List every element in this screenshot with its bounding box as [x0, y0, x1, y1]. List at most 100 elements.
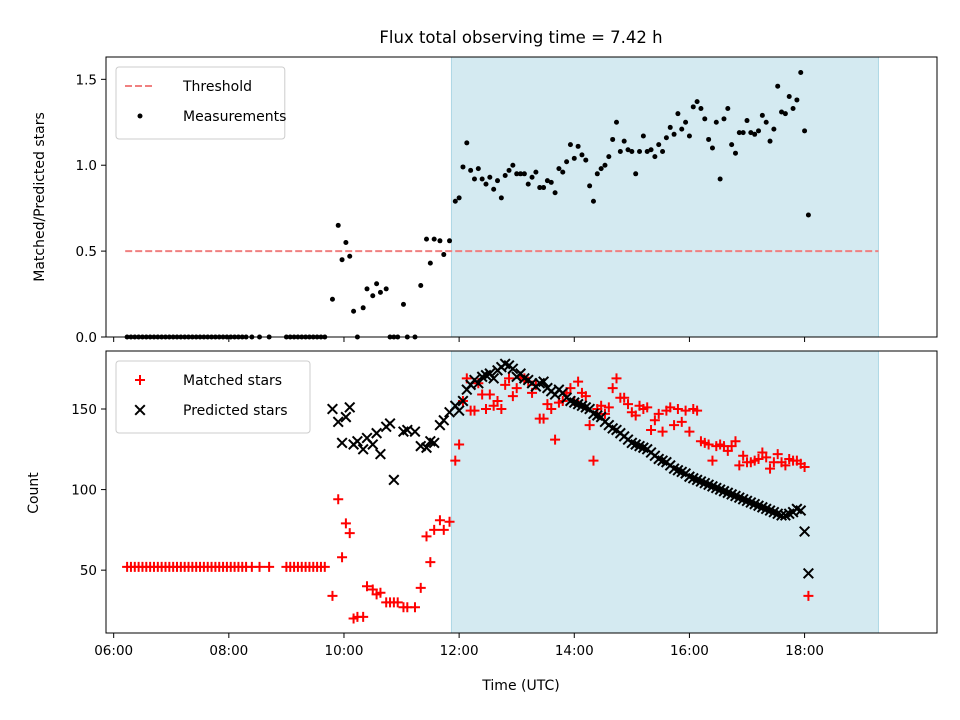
data-point: [556, 166, 562, 172]
data-point: [698, 106, 704, 112]
data-point: [351, 308, 357, 314]
data-point: [702, 116, 708, 122]
data-point: [500, 379, 511, 390]
data-point: [415, 582, 426, 593]
data-point: [409, 602, 420, 613]
data-point: [371, 427, 383, 439]
data-point: [507, 363, 519, 375]
data-point: [753, 453, 764, 464]
data-point: [370, 293, 376, 299]
data-point: [492, 395, 503, 406]
data-point: [544, 178, 550, 184]
data-point: [351, 435, 363, 447]
data-point: [374, 448, 386, 460]
data-point: [533, 169, 539, 175]
data-point: [434, 515, 445, 526]
data-point: [782, 111, 788, 117]
data-point: [633, 171, 639, 177]
data-point: [795, 505, 807, 517]
data-point: [428, 437, 440, 449]
legend: Threshold Measurements: [115, 66, 286, 140]
data-point: [683, 119, 689, 125]
data-point: [377, 289, 383, 295]
data-point: [453, 405, 465, 417]
data-point: [507, 391, 518, 402]
data-point: [441, 252, 447, 258]
data-point: [613, 119, 619, 125]
data-point: [680, 405, 691, 416]
data-point: [438, 414, 450, 426]
data-point: [686, 133, 692, 139]
data-point: [736, 130, 742, 136]
y-tick-label: 1.5: [76, 72, 97, 88]
bottom-plot-panel: 50 100 150 06:00 08:00 10:00 12:00 14:00 16:00 18…: [71, 350, 938, 659]
data-point: [326, 403, 338, 415]
data-point: [529, 174, 535, 180]
legend-label: Measurements: [183, 109, 286, 125]
data-point: [799, 462, 810, 473]
data-point: [347, 253, 353, 259]
data-point: [502, 173, 508, 179]
legend-label: Matched stars: [183, 373, 282, 389]
data-point: [579, 152, 585, 158]
data-point: [748, 130, 754, 136]
data-point: [611, 373, 622, 384]
data-point: [640, 133, 646, 139]
data-point: [332, 416, 344, 428]
data-point: [763, 119, 769, 125]
data-point: [475, 166, 481, 172]
y-tick-label: 0.5: [76, 244, 97, 260]
data-point: [538, 413, 549, 424]
data-point: [675, 111, 681, 117]
data-point: [564, 159, 570, 165]
data-point: [491, 186, 497, 192]
data-point: [452, 198, 458, 204]
y-tick-label: 50: [80, 563, 97, 579]
data-point: [694, 99, 700, 105]
legend-label: Predicted stars: [183, 403, 288, 419]
data-point: [669, 420, 680, 431]
bottom-y-axis-label: Count: [26, 472, 42, 514]
data-point: [464, 140, 470, 146]
data-point: [511, 383, 522, 394]
data-point: [660, 148, 666, 154]
data-point: [619, 392, 630, 403]
data-point: [336, 437, 348, 449]
data-point: [337, 552, 348, 563]
data-point: [663, 135, 669, 141]
data-point: [744, 118, 750, 124]
data-point: [580, 391, 591, 402]
data-point: [339, 257, 345, 263]
data-point: [786, 94, 792, 100]
data-point: [254, 561, 265, 572]
top-y-axis-label: Matched/Predicted stars: [32, 112, 48, 282]
data-point: [409, 426, 421, 438]
data-point: [676, 416, 687, 427]
data-point: [803, 590, 814, 601]
data-point: [594, 171, 600, 177]
data-point: [637, 148, 643, 154]
data-point: [480, 404, 491, 415]
data-point: [590, 198, 596, 204]
data-point: [447, 238, 453, 244]
data-point: [362, 581, 373, 592]
data-point: [560, 169, 566, 175]
data-point: [656, 142, 662, 148]
x-tick-label: 06:00: [94, 643, 133, 659]
data-point: [759, 112, 765, 118]
data-point: [707, 455, 718, 466]
series-matched-stars: [122, 371, 814, 624]
data-point: [518, 171, 524, 177]
data-point: [729, 142, 735, 148]
data-point: [329, 296, 335, 302]
data-point: [340, 518, 351, 529]
data-point: [537, 185, 543, 191]
data-point: [541, 185, 547, 191]
x-tick-label: 18:00: [785, 643, 824, 659]
data-point: [648, 147, 654, 153]
data-point: [510, 162, 516, 168]
data-point: [603, 402, 614, 413]
data-point: [649, 415, 660, 426]
data-point: [573, 376, 584, 387]
data-point: [488, 372, 500, 384]
